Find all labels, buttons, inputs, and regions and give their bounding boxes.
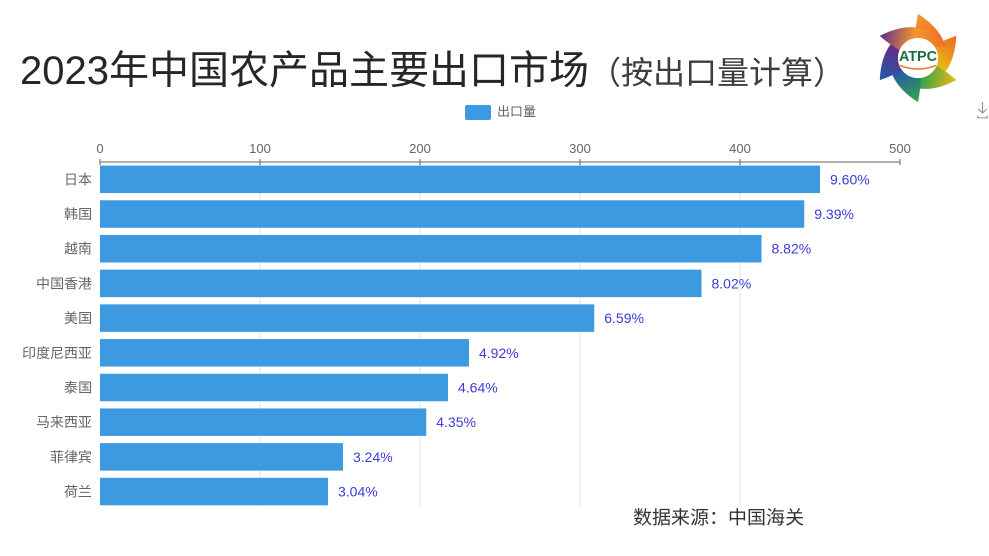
- svg-text:印度尼西亚: 印度尼西亚: [22, 345, 92, 361]
- svg-text:9.39%: 9.39%: [814, 206, 854, 222]
- svg-text:500: 500: [889, 141, 911, 156]
- svg-text:300: 300: [569, 141, 591, 156]
- svg-text:4.92%: 4.92%: [479, 345, 519, 361]
- svg-text:0: 0: [96, 141, 103, 156]
- svg-text:4.35%: 4.35%: [436, 414, 476, 430]
- svg-text:100: 100: [249, 141, 271, 156]
- svg-text:中国香港: 中国香港: [36, 275, 92, 291]
- svg-text:日本: 日本: [64, 171, 92, 187]
- svg-text:菲律宾: 菲律宾: [50, 449, 92, 465]
- svg-text:3.04%: 3.04%: [338, 484, 378, 500]
- svg-text:9.60%: 9.60%: [830, 171, 870, 187]
- svg-text:荷兰: 荷兰: [64, 484, 92, 500]
- svg-text:泰国: 泰国: [64, 379, 92, 395]
- svg-text:8.02%: 8.02%: [712, 275, 752, 291]
- svg-text:400: 400: [729, 141, 751, 156]
- svg-text:4.64%: 4.64%: [458, 379, 498, 395]
- svg-text:200: 200: [409, 141, 431, 156]
- svg-text:马来西亚: 马来西亚: [36, 414, 92, 430]
- svg-text:越南: 越南: [64, 241, 92, 257]
- svg-text:6.59%: 6.59%: [604, 310, 644, 326]
- svg-text:3.24%: 3.24%: [353, 449, 393, 465]
- svg-text:8.82%: 8.82%: [772, 241, 812, 257]
- svg-text:韩国: 韩国: [64, 206, 92, 222]
- svg-text:美国: 美国: [64, 310, 92, 326]
